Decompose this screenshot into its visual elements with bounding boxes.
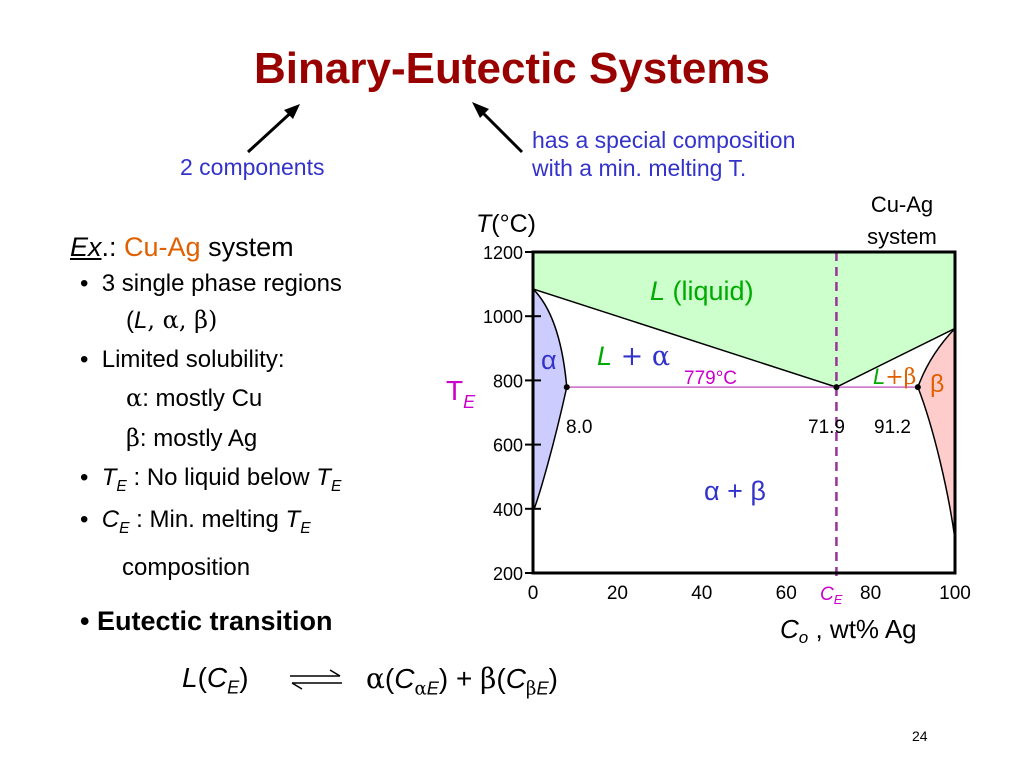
liquid-label: L (liquid) [650,276,754,306]
example-system-name: Cu-Ag [124,232,201,262]
alpha-plus-beta-label: α + β [704,476,766,506]
x-axis-ticks: 0 20 40 60 80 100 [528,583,971,604]
te-sub2: E [330,477,342,495]
y-tick-label-1200: 1200 [483,243,523,263]
reaction-sub-beta-E: E [536,678,549,699]
ce-sub2: E [300,519,311,537]
reaction-C-beta: C [505,663,526,694]
alpha-text: : mostly Cu [142,385,263,412]
alpha-limit-label: 8.0 [566,417,592,438]
eutectic-composition-label: 71.9 [808,417,845,438]
bullet-2-text: Limited solubility: [101,346,285,373]
reaction-sub-alpha: α [414,678,427,700]
x-tick-label-40: 40 [691,583,712,604]
chart-title-line-1: Cu-Ag [871,192,933,217]
arrow-components-shaft [246,106,298,154]
alpha-region-label: α [541,345,557,375]
x-tick-label-100: 100 [939,583,971,604]
bullet-2-alpha: α: mostly Cu [126,384,262,413]
te-label: TE [446,375,476,412]
reaction-sub-beta: β [525,678,537,700]
ce-axis-label: CE [820,584,843,607]
slide-title: Binary-Eutectic Systems [254,44,770,93]
alpha-symbol: α [126,384,143,412]
x-tick-label-0: 0 [528,583,539,604]
special-composition-annotation: has a special composition with a min. me… [532,126,795,182]
y-tick-label-200: 200 [493,564,523,584]
eutectic-temperature-label: 779°C [684,368,737,389]
ce-C: C [101,506,120,533]
beta-limit-label: 91.2 [874,417,911,438]
equilibrium-arrows-icon [290,669,342,690]
alpha-limit-point [563,384,570,391]
beta-region [917,326,956,540]
phase-L: L [134,307,148,334]
y-tick-label-600: 600 [493,436,523,456]
bullet-5: • Eutectic transition [80,606,333,636]
chart-title-line-2: system [867,224,937,249]
reaction-close: ) [239,662,249,693]
example-line: Ex.: Cu-Ag system [70,232,294,263]
reaction-C: C [206,662,228,693]
reaction-C-alpha: C [394,663,415,694]
special-line-1: has a special composition [532,127,796,153]
bullet-3: • TE : No liquid below TE [80,464,342,495]
l-plus-beta-label: L+β [873,364,916,390]
components-annotation: 2 components [180,154,325,180]
reaction-sub-alpha-E: E [426,678,439,699]
bullet-4: • CE : Min. melting TE [80,506,311,537]
reaction-sub-E: E [227,677,240,698]
ce-sub: E [119,519,130,537]
y-tick-label-1000: 1000 [483,307,523,327]
page-number: 24 [912,728,928,744]
bullet-3-text: : No liquid below [126,464,317,491]
arrow-special-head [472,102,489,118]
y-axis-label: T(°C) [476,210,536,238]
reaction-open: ( [197,662,207,693]
phase-list: , α, β) [147,306,218,334]
reaction-L: L [182,662,198,693]
beta-region-label: β [930,370,944,398]
bullet-1-text: 3 single phase regions [101,270,342,297]
bullet-4-line2: composition [122,554,251,581]
alpha-region [532,287,568,513]
beta-text: : mostly Ag [139,425,258,452]
reaction-alpha: α [366,662,385,695]
bullet-1: • 3 single phase regions [80,270,342,297]
ce-T: T [285,506,301,533]
y-tick-label-800: 800 [493,371,523,391]
paren-open: ( [126,307,134,334]
bullet-2: • Limited solubility: [80,346,285,373]
beta-symbol: β [126,424,140,452]
example-suffix: system [208,232,294,262]
te-T2: T [316,464,331,491]
arrow-components-head [284,104,300,119]
x-tick-label-20: 20 [607,583,628,604]
bullet-1-detail: (L, α, β) [126,306,217,335]
eutectic-point [833,384,840,391]
x-axis-label: Co , wt% Ag [780,614,917,647]
example-punct: .: [101,232,117,262]
y-tick-label-400: 400 [493,500,523,520]
beta-limit-point [914,384,921,391]
y-axis-ticks: 200 400 600 800 1000 1200 [483,243,541,584]
bullet-4-text: : Min. melting [129,506,286,533]
te-sub: E [116,477,127,495]
x-tick-label-80: 80 [860,583,881,604]
l-plus-alpha-label: L + α [597,341,670,372]
special-line-2: with a min. melting T. [532,155,747,181]
bullet-5-text: Eutectic transition [96,606,333,636]
reaction-left: L(CE) [182,662,249,699]
reaction-right: α(CαE) + β(CβE) [366,662,558,700]
example-prefix: Ex [70,232,102,262]
x-tick-label-60: 60 [776,583,797,604]
reaction-plus: + [448,663,481,694]
reaction-beta: β [480,662,497,695]
arrow-special-shaft [476,106,524,154]
bullet-2-beta: β: mostly Ag [126,424,257,453]
te-T: T [101,464,117,491]
plot-frame [531,250,957,575]
